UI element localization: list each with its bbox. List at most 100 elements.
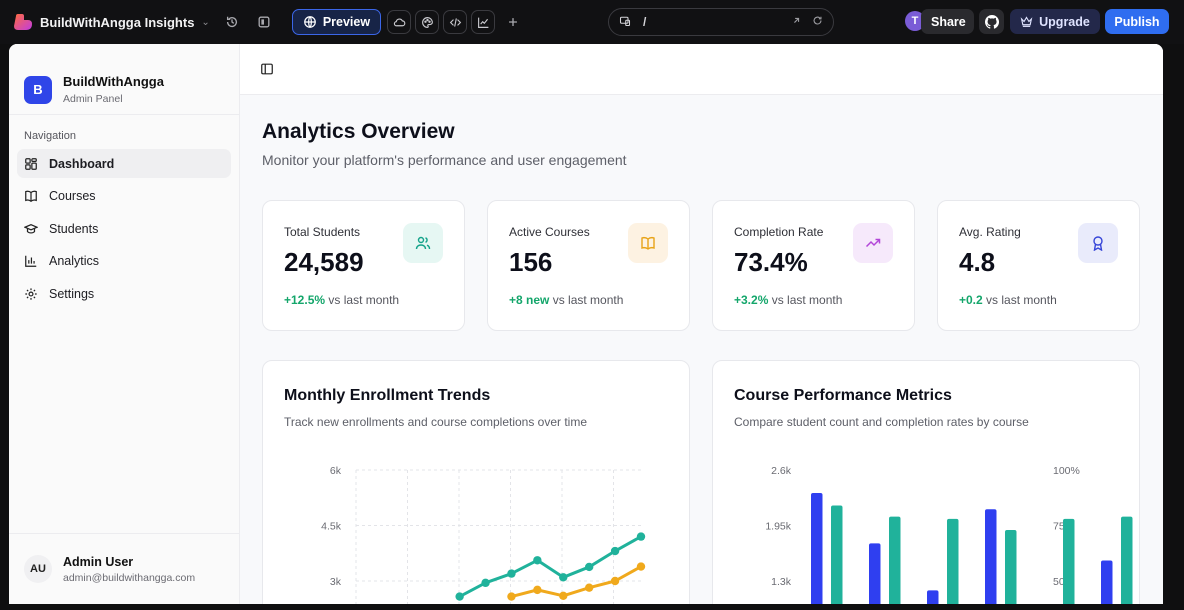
data-point xyxy=(455,592,464,601)
bar-completion xyxy=(1005,529,1017,604)
data-point xyxy=(584,562,594,572)
data-point xyxy=(610,546,620,556)
sidebar-item-analytics[interactable]: Analytics xyxy=(17,247,231,276)
app-logo: B xyxy=(24,75,52,104)
sidebar-item-label: Courses xyxy=(49,189,96,203)
analytics-chart-icon[interactable] xyxy=(471,10,496,34)
crown-icon xyxy=(1020,16,1033,27)
sidebar-user[interactable]: AU Admin User admin@buildwithangga.com xyxy=(9,533,240,604)
bar-completion xyxy=(889,516,901,604)
data-point xyxy=(481,578,490,588)
cloud-icon[interactable] xyxy=(387,10,412,34)
book-icon xyxy=(25,190,37,203)
data-point xyxy=(584,583,594,592)
sidebar-header: B BuildWithAngga Admin Panel xyxy=(9,44,239,115)
device-icon[interactable] xyxy=(619,15,631,30)
bar-completion xyxy=(831,505,843,604)
bar-students xyxy=(869,543,881,604)
book-open-icon xyxy=(628,223,668,263)
sidebar-toggle-icon[interactable] xyxy=(260,62,274,76)
history-icon[interactable] xyxy=(220,10,244,34)
sidebar-item-label: Settings xyxy=(49,286,95,301)
stat-card-active-courses: Active Courses 156 +8 new vs last month xyxy=(487,200,690,331)
data-point xyxy=(559,573,568,582)
page-title: Analytics Overview xyxy=(262,120,455,143)
sidebar-item-students[interactable]: Students xyxy=(17,214,231,243)
top-bar: BuildWithAngga Insights ⌄ Preview / T Sh… xyxy=(0,0,1184,44)
sidebar: B BuildWithAngga Admin Panel Navigation … xyxy=(9,44,240,604)
refresh-icon[interactable] xyxy=(812,15,823,29)
stat-label: Active Courses xyxy=(509,225,590,239)
dashboard-icon xyxy=(25,157,37,170)
project-name: BuildWithAngga Insights xyxy=(40,14,195,30)
stat-change: +3.2% vs last month xyxy=(734,293,843,307)
bar-students xyxy=(927,590,939,604)
code-icon[interactable] xyxy=(443,10,468,34)
stat-change: +12.5% vs last month xyxy=(284,293,400,307)
data-point xyxy=(610,576,620,586)
project-switcher[interactable]: BuildWithAngga Insights ⌄ xyxy=(14,14,210,30)
app-subtitle: Admin Panel xyxy=(63,93,123,105)
sidebar-item-settings[interactable]: Settings xyxy=(17,279,231,308)
data-point xyxy=(533,556,542,565)
sidebar-item-label: Dashboard xyxy=(49,156,115,171)
stat-label: Avg. Rating xyxy=(959,225,1021,239)
sidebar-item-label: Analytics xyxy=(49,254,100,268)
sidebar-toggle-icon[interactable] xyxy=(252,10,276,34)
sidebar-nav: Dashboard Courses Students Analytics Set… xyxy=(9,149,239,308)
stat-label: Total Students xyxy=(284,225,361,239)
trending-up-icon xyxy=(853,223,893,263)
share-button[interactable]: Share xyxy=(921,9,974,34)
sidebar-item-courses[interactable]: Courses xyxy=(17,182,231,211)
github-icon[interactable] xyxy=(979,9,1004,34)
plus-icon[interactable] xyxy=(501,10,525,34)
y-tick-label: 4.5k xyxy=(321,521,342,533)
award-icon xyxy=(1078,223,1118,263)
palette-icon[interactable] xyxy=(415,10,440,34)
stat-change: +8 new vs last month xyxy=(509,293,624,307)
user-avatar[interactable]: T xyxy=(905,11,925,31)
preview-button[interactable]: Preview xyxy=(291,9,382,35)
data-point xyxy=(507,569,516,578)
gear-icon xyxy=(25,287,37,300)
users-icon xyxy=(403,223,443,263)
url-bar[interactable]: / xyxy=(608,8,834,36)
data-point xyxy=(636,532,646,541)
data-point xyxy=(533,585,542,595)
upgrade-button[interactable]: Upgrade xyxy=(1010,9,1100,34)
data-point xyxy=(507,592,516,601)
chart-title: Monthly Enrollment Trends xyxy=(284,387,491,404)
sidebar-item-dashboard[interactable]: Dashboard xyxy=(17,149,231,178)
user-email: admin@buildwithangga.com xyxy=(63,571,196,584)
app-preview-frame: B BuildWithAngga Admin Panel Navigation … xyxy=(9,44,1163,604)
user-name: Admin User xyxy=(63,554,134,569)
stat-card-avg-rating: Avg. Rating 4.8 +0.2 vs last month xyxy=(937,200,1140,331)
graduation-cap-icon xyxy=(24,223,38,234)
globe-icon xyxy=(303,16,316,28)
publish-button[interactable]: Publish xyxy=(1105,9,1169,34)
page-subtitle: Monitor your platform's performance and … xyxy=(262,152,627,168)
bar-students xyxy=(811,493,823,604)
enrollment-trends-card: Monthly Enrollment Trends Track new enro… xyxy=(262,360,690,604)
stat-value: 73.4% xyxy=(734,247,808,277)
url-path[interactable]: / xyxy=(643,15,647,29)
bar-completion xyxy=(1063,518,1075,604)
data-point xyxy=(636,562,646,571)
main-header xyxy=(240,44,1163,95)
bar-students xyxy=(985,509,997,604)
y-tick-label-left: 1.95k xyxy=(765,521,791,533)
stat-value: 156 xyxy=(509,247,553,277)
avatar: AU xyxy=(24,555,52,583)
external-link-icon[interactable] xyxy=(791,15,802,29)
stat-label: Completion Rate xyxy=(734,225,824,239)
brand-logo-icon xyxy=(14,14,32,30)
nav-section-label: Navigation xyxy=(24,130,76,142)
stat-value: 4.8 xyxy=(959,247,996,277)
y-tick-label-left: 2.6k xyxy=(771,465,792,477)
enrollment-line-chart: 6k 4.5k 3k xyxy=(321,465,646,604)
line-series-1 xyxy=(458,535,642,598)
bar-completion xyxy=(1121,516,1133,604)
app-name: BuildWithAngga xyxy=(63,74,164,89)
sidebar-item-label: Students xyxy=(49,221,99,236)
stat-value: 24,589 xyxy=(284,247,364,277)
